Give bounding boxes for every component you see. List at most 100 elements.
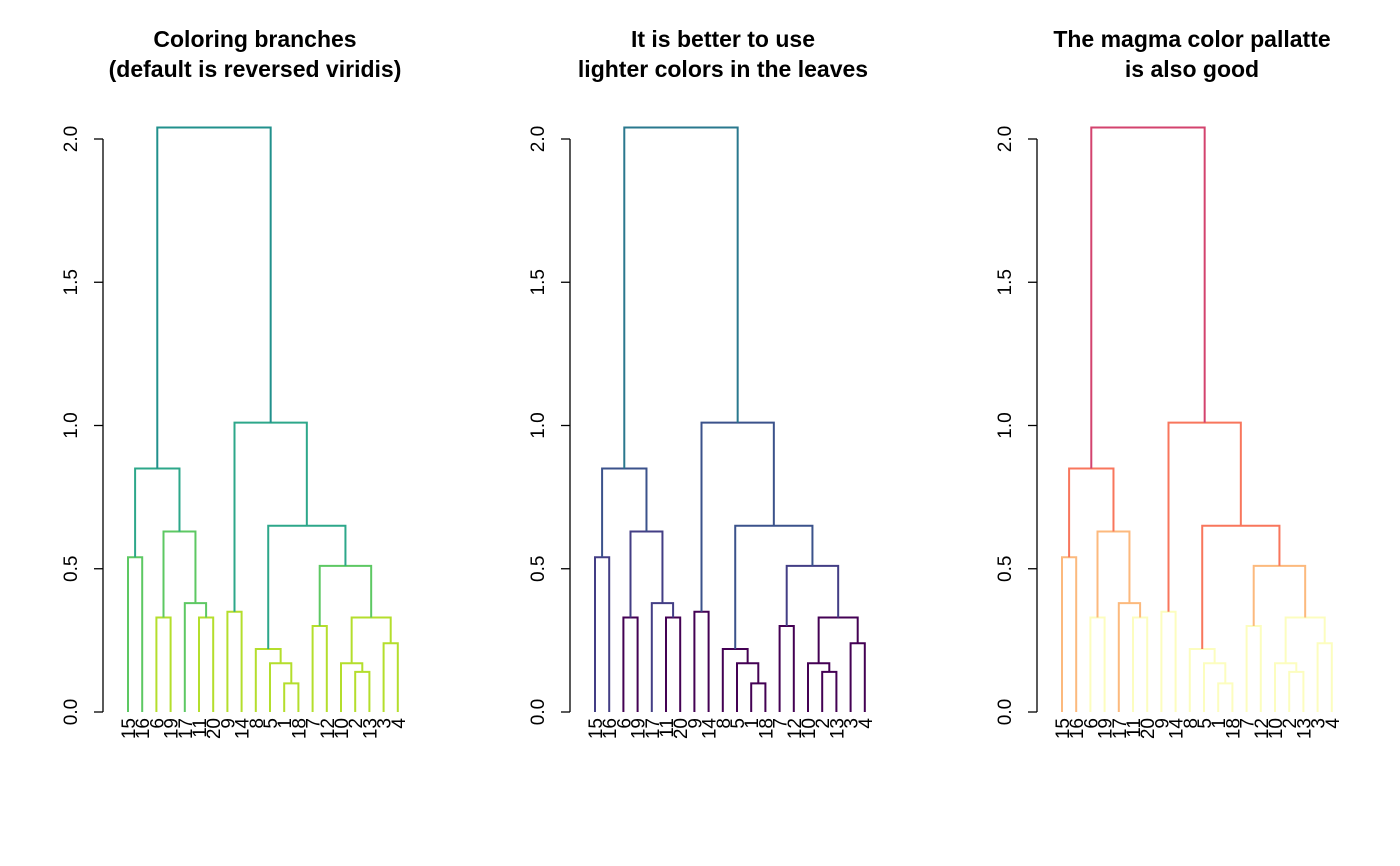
branch-link (750, 682, 767, 712)
leaf-label: 7 (1238, 718, 1259, 729)
y-tick-label: 0.0 (61, 699, 82, 725)
branch-link (1068, 467, 1115, 558)
y-tick-label: 2.0 (61, 126, 82, 152)
leaf-label: 10 (1266, 718, 1287, 739)
branch-link (601, 467, 648, 558)
branch-link (1160, 610, 1177, 712)
leaf-label: 13 (1294, 718, 1315, 739)
leaf-label: 15 (586, 718, 607, 739)
branch-link (156, 126, 272, 469)
branch-link (594, 556, 611, 712)
y-tick-label: 1.0 (61, 412, 82, 438)
leaf-label: 5 (261, 718, 282, 729)
y-axis: 0.0 0.5 1.0 1.5 2.0 (528, 126, 571, 725)
y-tick-label: 0.0 (995, 699, 1016, 725)
leaf-label: 6 (1081, 718, 1102, 729)
y-tick-label: 2.0 (995, 126, 1016, 152)
branch-link (183, 602, 208, 712)
leaf-label: 1 (742, 718, 763, 729)
branch-link (821, 670, 838, 712)
leaf-label: 20 (1138, 718, 1159, 739)
leaf-label: 12 (785, 718, 806, 739)
leaf-label: 9 (685, 718, 706, 729)
branches (594, 126, 866, 712)
leaf-label: 4 (856, 718, 877, 729)
chart-title-line-2: is also good (1125, 56, 1259, 82)
y-tick-label: 2.0 (528, 126, 549, 152)
y-tick-label: 0.5 (528, 556, 549, 582)
branch-link (127, 556, 144, 712)
branch-link (1089, 616, 1106, 712)
y-tick-label: 1.5 (528, 269, 549, 295)
branch-link (254, 647, 282, 712)
leaf-label: 15 (119, 718, 140, 739)
leaf-label: 2 (1280, 718, 1301, 729)
leaf-label: 1 (1209, 718, 1230, 729)
leaf-label: 10 (332, 718, 353, 739)
branch-link (1188, 647, 1216, 712)
branch-link (311, 625, 328, 712)
leaf-label: 12 (318, 718, 339, 739)
leaf-label: 19 (629, 718, 650, 739)
branch-link (1316, 642, 1333, 712)
leaf-label: 11 (1124, 718, 1145, 738)
branch-link (1284, 616, 1326, 664)
branch-link (1274, 662, 1298, 712)
leaf-label: 16 (133, 718, 154, 739)
branch-link (1201, 524, 1281, 649)
leaf-label: 15 (1053, 718, 1074, 739)
branch-link (734, 524, 814, 649)
branch-link (736, 662, 760, 712)
leaf-label: 14 (233, 718, 254, 740)
chart-title-line-2: lighter colors in the leaves (578, 56, 868, 82)
chart-title-line-1: Coloring branches (153, 26, 356, 52)
y-tick-label: 1.0 (528, 412, 549, 438)
chart-title-line-2: (default is reversed viridis) (109, 56, 402, 82)
y-tick-label: 1.5 (995, 269, 1016, 295)
branch-link (629, 530, 664, 618)
branch-link (162, 530, 197, 618)
branch-link (1203, 662, 1227, 712)
branch-link (650, 602, 675, 712)
branch-link (1245, 625, 1262, 712)
leaf-label: 8 (714, 718, 735, 729)
branch-link (693, 610, 710, 712)
leaf-label: 7 (771, 718, 792, 729)
y-tick-label: 0.0 (528, 699, 549, 725)
branch-link (817, 616, 859, 664)
leaf-label: 3 (1309, 718, 1330, 729)
chart-title-line-1: It is better to use (631, 26, 815, 52)
leaf-label: 18 (756, 718, 777, 739)
branch-link (1061, 556, 1078, 712)
branch-link (233, 421, 308, 612)
branch-link (1090, 126, 1206, 469)
leaf-label: 4 (1323, 718, 1344, 729)
leaf-label: 2 (346, 718, 367, 729)
leaf-label: 5 (1195, 718, 1216, 729)
y-tick-label: 0.5 (995, 556, 1016, 582)
branch-link (622, 616, 639, 712)
branch-link (226, 610, 243, 712)
leaf-label: 3 (842, 718, 863, 729)
leaf-label: 6 (147, 718, 168, 729)
leaf-label: 14 (700, 718, 721, 740)
leaf-label: 2 (813, 718, 834, 729)
leaf-label: 11 (190, 718, 211, 738)
leaf-label: 9 (1152, 718, 1173, 729)
branch-link (155, 616, 172, 712)
branch-link (134, 467, 181, 558)
branch-link (198, 616, 215, 712)
leaf-label: 12 (1252, 718, 1273, 739)
leaf-label: 20 (204, 718, 225, 739)
y-tick-label: 1.5 (61, 269, 82, 295)
branch-link (849, 642, 866, 712)
leaf-label: 8 (1181, 718, 1202, 729)
leaf-label: 13 (360, 718, 381, 739)
branch-link (269, 662, 293, 712)
branch-link (721, 647, 749, 712)
leaf-label: 7 (304, 718, 325, 729)
branch-link (1217, 682, 1234, 712)
